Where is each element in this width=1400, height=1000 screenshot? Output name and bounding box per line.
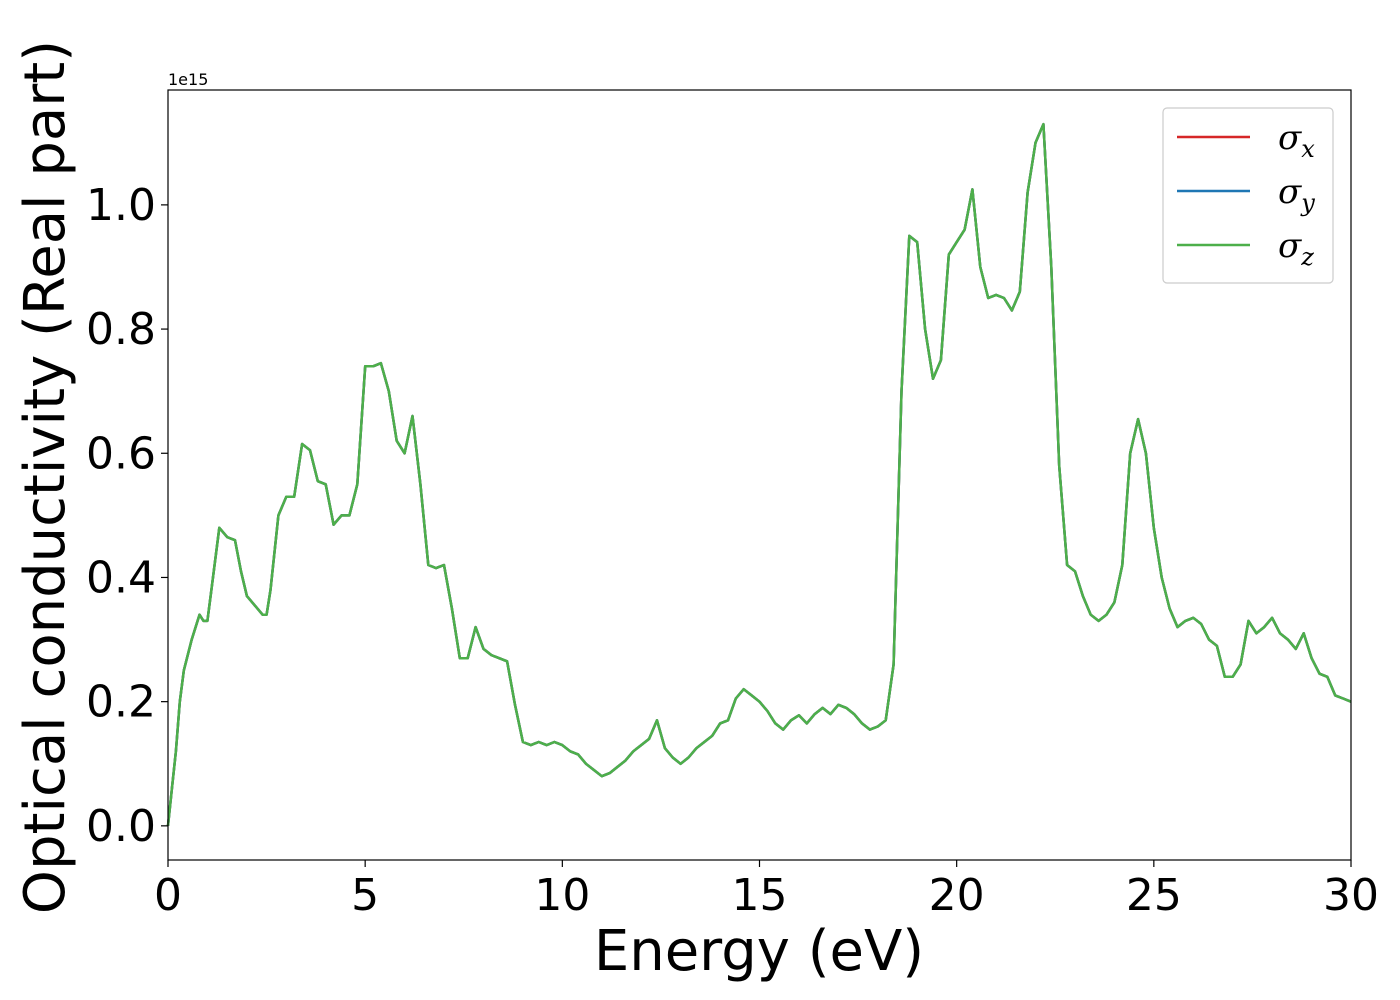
- y-tick-label: 0.8: [86, 304, 156, 355]
- x-tick-label: 20: [929, 870, 985, 921]
- x-tick-label: 30: [1323, 870, 1379, 921]
- series-line-σz: [166, 122, 1352, 826]
- y-tick-label: 0.4: [86, 552, 156, 603]
- y-axis: 0.0 0.2 0.4 0.6 0.8 1.0: [86, 180, 168, 852]
- y-tick-label: 0.2: [86, 677, 156, 728]
- y-axis-title: Optical conductivity (Real part): [13, 40, 78, 914]
- y-tick-label: 0.0: [86, 801, 156, 852]
- x-tick-label: 25: [1126, 870, 1182, 921]
- x-axis: 0 5 10 15 20 25 30: [154, 860, 1379, 921]
- legend-box: [1162, 107, 1334, 284]
- series-layer: [166, 122, 1352, 826]
- x-tick-label: 0: [154, 870, 182, 921]
- y-tick-label: 1.0: [86, 180, 156, 231]
- y-tick-label: 0.6: [86, 428, 156, 479]
- x-tick-label: 5: [351, 870, 379, 921]
- y-offset-label: 1e15: [168, 70, 208, 89]
- x-tick-label: 15: [732, 870, 788, 921]
- x-tick-label: 10: [534, 870, 590, 921]
- x-axis-title: Energy (eV): [594, 919, 924, 984]
